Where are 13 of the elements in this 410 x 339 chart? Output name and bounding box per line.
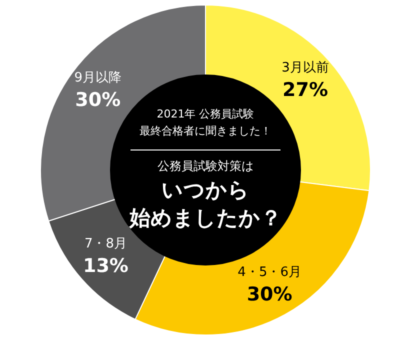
- data-label: 27%: [282, 79, 328, 102]
- text: 始めましたか？: [128, 206, 282, 230]
- slice-label: 9月以降: [74, 70, 122, 86]
- text: 最終合格者に聞きました！: [140, 124, 272, 138]
- slice-label: 4・5・6月: [238, 265, 302, 280]
- slice-label: 3月以前: [282, 60, 329, 76]
- data-label: 13%: [82, 254, 128, 277]
- text: 2021年 公務員試験: [156, 108, 254, 120]
- text: いつから: [162, 178, 250, 202]
- slice-label: 7・8月: [84, 236, 128, 252]
- data-label: 30%: [246, 284, 292, 306]
- data-label: 30%: [75, 88, 121, 111]
- text: 公務員試験対策は: [158, 159, 254, 173]
